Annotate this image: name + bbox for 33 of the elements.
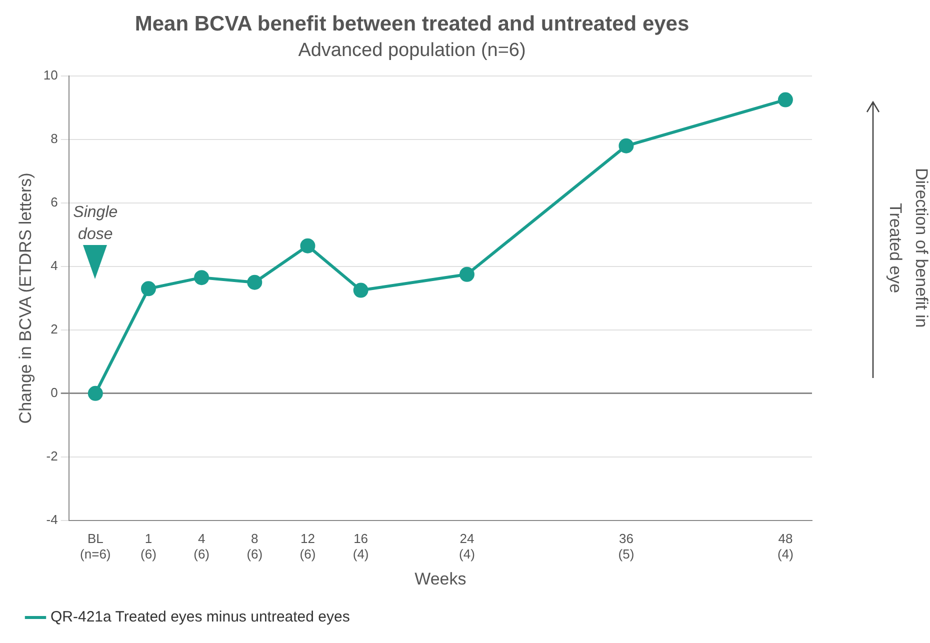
point bbox=[618, 138, 634, 154]
y-tick-label: 2 bbox=[50, 322, 58, 337]
y-tick-label: 6 bbox=[50, 194, 58, 210]
point bbox=[459, 266, 474, 282]
x-tick-label: 16 (4) bbox=[352, 530, 369, 562]
chart-subtitle: Advanced population (n=6) bbox=[298, 40, 526, 61]
y-tick-label: 0 bbox=[50, 385, 58, 400]
point bbox=[140, 281, 156, 296]
x-axis-title: Weeks bbox=[414, 569, 466, 588]
y-tick-label: 4 bbox=[50, 258, 58, 274]
x-tick-label: 48 (4) bbox=[778, 530, 794, 562]
y-tick-label: -4 bbox=[46, 512, 58, 527]
y-tick-label: 10 bbox=[43, 68, 58, 83]
chart-title: Mean BCVA benefit between treated and untreated eyes bbox=[134, 12, 690, 36]
text: Direction of benefit in Treated eye bbox=[885, 167, 930, 330]
point bbox=[194, 270, 210, 286]
point bbox=[778, 92, 793, 108]
x-tick-label: 8 (6) bbox=[246, 530, 263, 562]
x-tick-label: 12 (6) bbox=[300, 530, 316, 562]
legend-label: QR-421a Treated eyes minus untreated eyes bbox=[50, 608, 350, 626]
x-tick-label: 36 (5) bbox=[618, 530, 634, 562]
x-tick-label: 24 (4) bbox=[459, 530, 475, 562]
y-tick-label: 8 bbox=[50, 131, 58, 146]
point bbox=[247, 274, 262, 290]
point bbox=[300, 238, 316, 254]
y-axis-title: Change in BCVA (ETDRS letters) bbox=[16, 172, 35, 424]
annotation: Single dose bbox=[73, 204, 118, 244]
x-tick-label: 4 (6) bbox=[194, 530, 210, 562]
point bbox=[88, 386, 103, 401]
y-tick-label: -2 bbox=[46, 448, 58, 464]
x-tick-label: 1 (6) bbox=[140, 530, 156, 562]
x-tick-label: BL (n=6) bbox=[80, 530, 111, 562]
point bbox=[353, 282, 368, 298]
